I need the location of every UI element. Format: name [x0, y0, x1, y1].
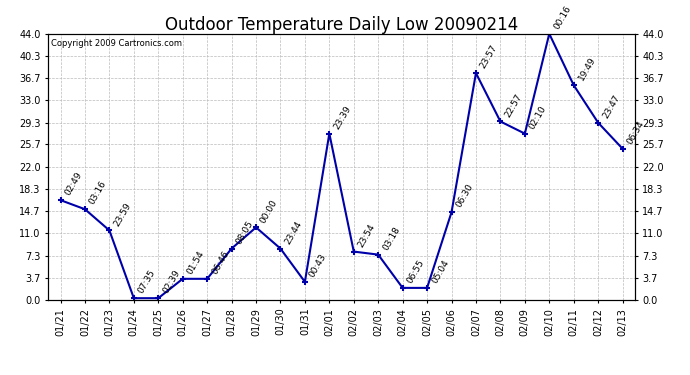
Text: 06:34: 06:34: [625, 119, 646, 146]
Text: 23:59: 23:59: [112, 201, 133, 228]
Text: 03:16: 03:16: [88, 180, 108, 207]
Text: 23:47: 23:47: [601, 93, 622, 120]
Title: Outdoor Temperature Daily Low 20090214: Outdoor Temperature Daily Low 20090214: [165, 16, 518, 34]
Text: 00:00: 00:00: [259, 198, 279, 225]
Text: 06:46: 06:46: [210, 249, 230, 276]
Text: 02:10: 02:10: [528, 104, 549, 131]
Text: 08:05: 08:05: [235, 219, 255, 246]
Text: 22:57: 22:57: [503, 92, 524, 119]
Text: 06:30: 06:30: [454, 183, 475, 210]
Text: 07:35: 07:35: [137, 268, 157, 296]
Text: Copyright 2009 Cartronics.com: Copyright 2009 Cartronics.com: [51, 39, 182, 48]
Text: 06:55: 06:55: [406, 258, 426, 285]
Text: 23:39: 23:39: [332, 104, 353, 131]
Text: 05:04: 05:04: [430, 258, 451, 285]
Text: 01:54: 01:54: [186, 249, 206, 276]
Text: 23:54: 23:54: [357, 222, 377, 249]
Text: 23:57: 23:57: [479, 44, 500, 70]
Text: 23:44: 23:44: [283, 219, 304, 246]
Text: 00:16: 00:16: [552, 4, 573, 31]
Text: 03:18: 03:18: [381, 225, 402, 252]
Text: 00:43: 00:43: [308, 252, 328, 279]
Text: 02:49: 02:49: [63, 171, 84, 197]
Text: 02:39: 02:39: [161, 268, 181, 296]
Text: 19:49: 19:49: [576, 56, 597, 82]
